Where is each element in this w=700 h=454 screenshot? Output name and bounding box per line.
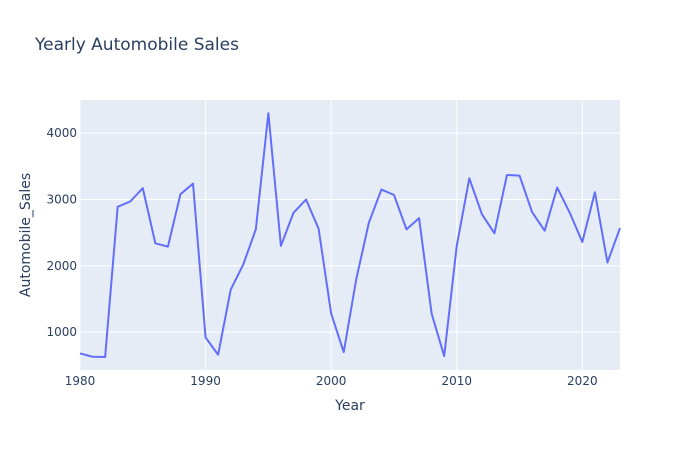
- data-point[interactable]: [240, 262, 246, 268]
- data-point[interactable]: [353, 276, 359, 282]
- tick-labels: 1980 1990 2000 2010 2020 1000 2000 3000 4000: [46, 126, 597, 388]
- data-point[interactable]: [466, 175, 472, 181]
- data-point[interactable]: [441, 353, 447, 359]
- y-tick-label: 4000: [46, 126, 77, 140]
- chart-title: Yearly Automobile Sales: [34, 35, 239, 55]
- data-point[interactable]: [203, 334, 209, 340]
- data-point[interactable]: [341, 349, 347, 355]
- data-point[interactable]: [253, 226, 259, 232]
- data-point[interactable]: [152, 240, 158, 246]
- y-tick-label: 3000: [46, 193, 77, 207]
- data-point[interactable]: [165, 244, 171, 250]
- data-point[interactable]: [604, 260, 610, 266]
- data-point[interactable]: [504, 172, 510, 178]
- data-point[interactable]: [416, 215, 422, 221]
- data-point[interactable]: [579, 239, 585, 245]
- data-point[interactable]: [517, 173, 523, 179]
- data-point[interactable]: [617, 225, 623, 231]
- data-point[interactable]: [115, 204, 121, 210]
- data-point[interactable]: [554, 185, 560, 191]
- data-point[interactable]: [127, 198, 133, 204]
- series-layer: [77, 110, 623, 360]
- data-point[interactable]: [567, 210, 573, 216]
- y-axis-title: Automobile_Sales: [18, 173, 34, 297]
- data-point[interactable]: [90, 354, 96, 360]
- data-point[interactable]: [265, 110, 271, 116]
- data-point[interactable]: [228, 287, 234, 293]
- y-tick-label: 2000: [46, 259, 77, 273]
- data-point[interactable]: [429, 311, 435, 317]
- data-point[interactable]: [290, 210, 296, 216]
- data-point[interactable]: [529, 209, 535, 215]
- data-point[interactable]: [328, 311, 334, 317]
- data-point[interactable]: [491, 230, 497, 236]
- data-point[interactable]: [404, 226, 410, 232]
- data-point[interactable]: [303, 197, 309, 203]
- gridlines: [79, 100, 620, 370]
- data-point[interactable]: [140, 185, 146, 191]
- data-point[interactable]: [391, 192, 397, 198]
- data-point[interactable]: [215, 352, 221, 358]
- data-point[interactable]: [366, 220, 372, 226]
- data-point[interactable]: [592, 189, 598, 195]
- data-point[interactable]: [177, 191, 183, 197]
- data-point[interactable]: [278, 243, 284, 249]
- data-point[interactable]: [479, 211, 485, 217]
- series-line: [79, 112, 621, 359]
- x-tick-label: 2020: [567, 374, 598, 388]
- data-point[interactable]: [190, 181, 196, 187]
- x-tick-label: 2010: [441, 374, 472, 388]
- data-point[interactable]: [454, 243, 460, 249]
- x-tick-label: 1980: [65, 374, 96, 388]
- x-axis-title: Year: [334, 398, 365, 414]
- x-tick-label: 1990: [190, 374, 221, 388]
- x-tick-label: 2000: [316, 374, 347, 388]
- data-point[interactable]: [102, 354, 108, 360]
- data-point[interactable]: [316, 226, 322, 232]
- data-point[interactable]: [77, 350, 83, 356]
- plot-background: [80, 100, 620, 370]
- data-point[interactable]: [542, 228, 548, 234]
- data-point[interactable]: [378, 187, 384, 193]
- y-tick-label: 1000: [46, 325, 77, 339]
